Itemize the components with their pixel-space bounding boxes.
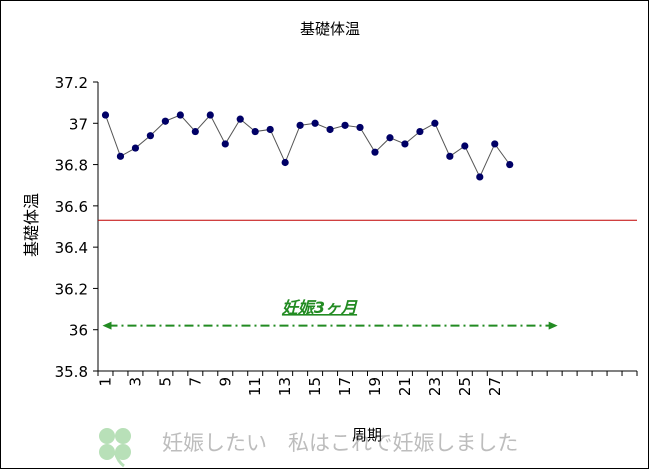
x-tick-label: 21 [396, 377, 414, 396]
watermark-text: 妊娠したい 私はこれで妊娠しました [162, 431, 518, 455]
data-point [101, 111, 110, 119]
data-point [221, 140, 229, 148]
data-point [191, 127, 199, 136]
data-point [296, 121, 304, 129]
y-tick-label: 36.4 [55, 239, 88, 257]
y-tick-label: 36.8 [55, 157, 88, 175]
data-point [506, 160, 514, 169]
series-line [105, 114, 511, 179]
x-tick-label: 13 [276, 377, 294, 396]
data-point [206, 111, 214, 119]
y-tick-label: 37.2 [55, 74, 88, 92]
data-point [431, 119, 439, 127]
data-point [341, 121, 349, 129]
x-tick-label: 27 [486, 377, 504, 396]
data-point [356, 123, 364, 132]
x-tick-label: 5 [156, 377, 174, 387]
x-tick-label: 1 [96, 377, 114, 387]
x-tick-label: 11 [246, 377, 264, 396]
x-tick-label: 19 [366, 377, 384, 396]
data-point [236, 115, 244, 123]
y-tick-label: 35.8 [55, 363, 88, 381]
x-axis-label: 周期 [352, 426, 382, 444]
clover-icon [99, 428, 131, 468]
x-tick-label: 25 [456, 377, 474, 396]
x-tick-label: 15 [306, 377, 324, 396]
x-tick-label: 23 [426, 377, 444, 396]
y-tick-label: 36.2 [55, 280, 88, 298]
y-axis-label: 基礎体温 [22, 193, 41, 257]
data-point [266, 125, 274, 134]
data-point [401, 140, 409, 148]
annotation-label: 妊娠3ヶ月 [282, 298, 358, 317]
data-point [161, 117, 169, 125]
data-point [281, 158, 289, 167]
data-point [311, 119, 319, 127]
data-point [461, 142, 469, 150]
x-tick-label: 3 [126, 377, 144, 387]
data-point [146, 132, 155, 140]
data-point [446, 152, 454, 160]
data-point [476, 173, 484, 181]
data-point [131, 144, 140, 152]
x-tick-label: 9 [216, 377, 234, 387]
x-tick-label: 17 [336, 377, 354, 396]
data-point [491, 140, 499, 148]
y-tick-label: 36 [69, 322, 88, 340]
annotation-arrow-head-right [548, 321, 558, 330]
watermark: 妊娠したい 私はこれで妊娠しました [99, 428, 518, 468]
annotation-arrow-head-left [102, 321, 112, 330]
data-point [176, 111, 184, 119]
data-point [386, 134, 394, 142]
data-point [116, 152, 125, 160]
y-tick-label: 37 [69, 115, 88, 133]
data-point [416, 127, 424, 136]
data-point [326, 125, 334, 134]
x-tick-label: 7 [186, 377, 204, 387]
data-point [251, 127, 259, 136]
y-tick-label: 36.6 [55, 198, 88, 216]
chart-title: 基礎体温 [300, 20, 360, 38]
data-point [371, 148, 379, 156]
